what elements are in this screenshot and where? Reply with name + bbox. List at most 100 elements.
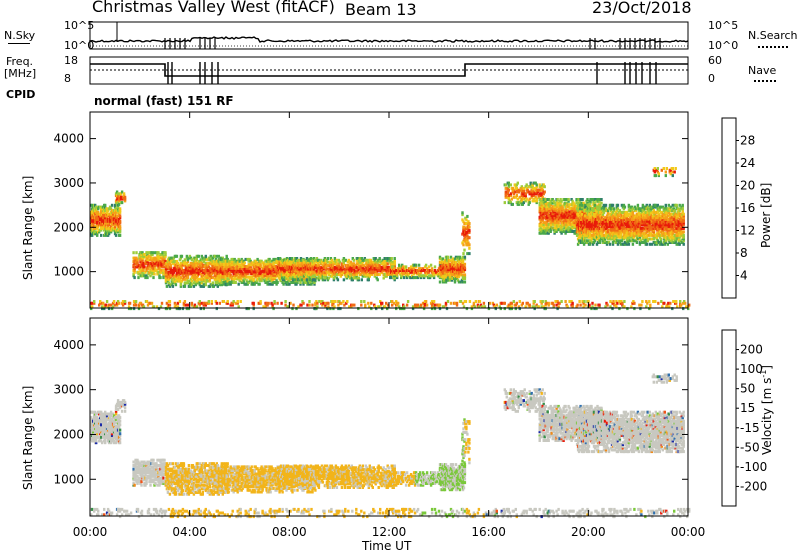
data-cell [611,216,615,220]
data-cell [217,266,220,270]
data-cell [312,264,316,268]
data-cell [564,228,567,232]
data-cell [603,241,607,244]
data-cell [186,263,190,267]
data-cell [225,254,228,258]
data-cell [578,207,582,211]
data-cell [408,267,412,271]
data-cell [231,265,234,268]
data-cell [404,265,408,269]
data-cell [337,262,341,266]
data-cell [588,203,591,207]
data-cell [310,267,314,271]
data-cell [298,262,302,266]
data-cell [258,261,261,265]
data-cell [611,233,615,237]
data-cell [106,209,110,213]
data-cell [561,222,564,226]
data-cell [583,203,587,207]
data-cell [559,201,562,205]
data-cell [513,183,516,187]
data-cell [611,203,615,207]
data-cell [421,267,425,271]
data-cell [132,263,135,267]
data-cell [105,230,109,234]
data-cell [463,229,466,233]
data-cell [115,214,119,218]
data-cell [591,207,595,211]
data-cell [552,206,555,210]
data-cell [117,212,121,216]
data-cell [208,284,211,288]
data-cell [102,218,105,221]
data-cell [590,210,594,214]
data-cell [346,269,349,273]
data-cell [204,261,207,265]
data-cell [113,205,117,209]
data-cell [581,241,585,244]
data-cell [507,183,510,187]
data-cell [186,274,190,278]
data-cell [199,284,202,288]
data-cell [341,265,345,269]
data-cell [372,262,375,266]
data-cell [198,270,201,274]
x-axis-title: Time UT [362,539,412,553]
data-cell [396,276,399,280]
data-cell [416,276,420,280]
data-cell [153,251,156,255]
data-cell [133,276,136,280]
data-cell [91,203,94,207]
data-cell [229,282,232,286]
data-cell [603,209,607,213]
data-cell [271,275,274,279]
data-cell [132,265,135,269]
data-cell [255,279,258,283]
data-cell [109,221,113,225]
data-cell [522,186,525,190]
data-cell [318,265,322,269]
data-cell [383,273,386,276]
data-cell [193,270,197,274]
data-cell [123,199,127,203]
data-cell [211,283,214,287]
data-cell [333,258,337,262]
data-cell [365,264,368,268]
data-cell [428,276,432,280]
data-cell [104,225,107,229]
data-cell [444,271,448,275]
data-cell [118,209,122,213]
data-cell [211,276,214,280]
data-cell [376,278,379,282]
data-cell [324,265,328,269]
data-cell [335,269,339,273]
data-cell [232,281,235,284]
data-cell [233,257,236,261]
data-cell [133,269,136,272]
data-cell [224,279,227,283]
data-cell [445,264,449,268]
data-cell [296,258,300,262]
data-cell [118,228,122,232]
data-cell [600,198,603,201]
data-cell [158,274,161,278]
data-cell [197,261,200,265]
data-cell [272,257,275,261]
data-cell [595,214,599,218]
data-cell [541,185,544,189]
data-cell [259,263,262,267]
data-cell [286,273,290,276]
data-cell [587,225,591,229]
data-cell [332,262,336,266]
data-cell [383,269,386,273]
data-cell [369,258,372,262]
data-cell [258,279,261,283]
data-cell [542,199,545,203]
data-cell [456,278,460,282]
data-cell [115,190,119,194]
data-cell [302,274,306,278]
data-cell [578,209,582,213]
data-cell [340,262,344,266]
data-cell [162,276,165,280]
data-cell [268,257,271,261]
